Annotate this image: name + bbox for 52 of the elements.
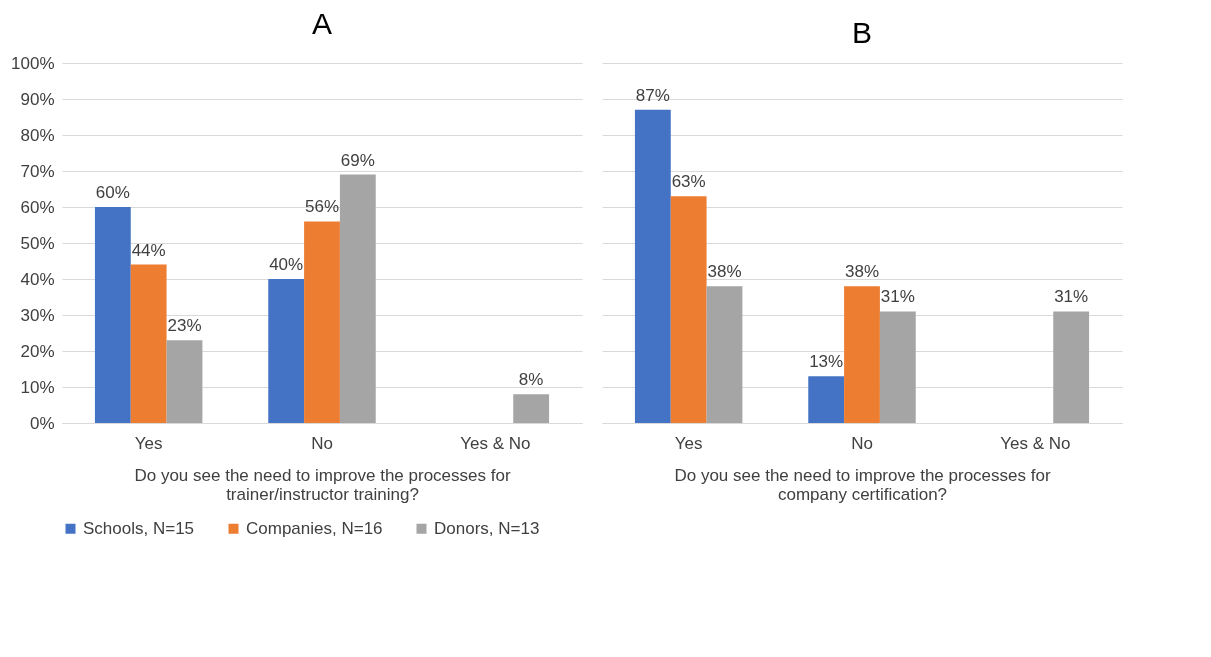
legend-label: Schools, N=15: [83, 518, 195, 538]
data-label: 8%: [518, 370, 544, 390]
data-label: 13%: [809, 352, 844, 372]
y-tick-label: 40%: [20, 269, 55, 289]
x-axis-title: Do you see the need to improve the processes for company certification?: [674, 465, 1051, 504]
y-tick-label: 20%: [20, 341, 55, 361]
y-tick-label: 60%: [20, 197, 55, 217]
x-tick-label: No: [311, 433, 333, 453]
chart-title: A: [311, 7, 333, 40]
bar: [513, 394, 550, 423]
bar: [879, 311, 916, 423]
y-tick-label: 10%: [20, 377, 55, 397]
bar: [268, 279, 305, 423]
data-label: 69%: [340, 150, 375, 170]
data-label: 38%: [844, 262, 880, 282]
bar: [166, 340, 203, 423]
bar: [94, 207, 131, 423]
x-tick-label: Yes & No: [460, 433, 531, 453]
bar: [808, 376, 845, 423]
bar: [670, 196, 707, 423]
y-tick-label: 50%: [20, 233, 55, 253]
data-label: 23%: [167, 316, 202, 336]
data-label: 87%: [635, 85, 670, 105]
bar: [706, 286, 743, 423]
bar: [304, 221, 340, 423]
y-tick-label: 30%: [20, 305, 55, 325]
x-tick-label: Yes & No: [1000, 433, 1071, 453]
x-tick-label: Yes: [674, 433, 703, 453]
y-tick-label: 90%: [20, 89, 55, 109]
bar: [844, 286, 880, 423]
y-tick-label: 0%: [29, 413, 55, 433]
data-label: 40%: [269, 255, 304, 274]
data-label: 56%: [304, 197, 340, 217]
y-tick-label: 80%: [20, 125, 55, 145]
data-label: 31%: [1054, 287, 1089, 307]
chart-title: B: [851, 16, 873, 49]
bar: [634, 109, 671, 423]
x-tick-label: No: [851, 433, 873, 453]
data-label: 60%: [95, 183, 130, 202]
data-label: 38%: [707, 262, 742, 282]
bar: [130, 264, 167, 423]
legend-label: Companies, N=16: [246, 518, 383, 538]
bar: [339, 174, 376, 423]
legend-label: Donors, N=13: [434, 518, 540, 538]
y-tick-label: 100%: [11, 53, 55, 73]
y-tick-label: 70%: [20, 161, 55, 181]
x-tick-label: Yes: [134, 433, 163, 453]
data-label: 31%: [880, 287, 915, 307]
x-axis-title: Do you see the need to improve the processes for trainer/instructor training?: [134, 465, 511, 504]
data-label: 63%: [671, 172, 706, 192]
data-label: 44%: [131, 240, 166, 260]
bar: [1053, 311, 1090, 423]
